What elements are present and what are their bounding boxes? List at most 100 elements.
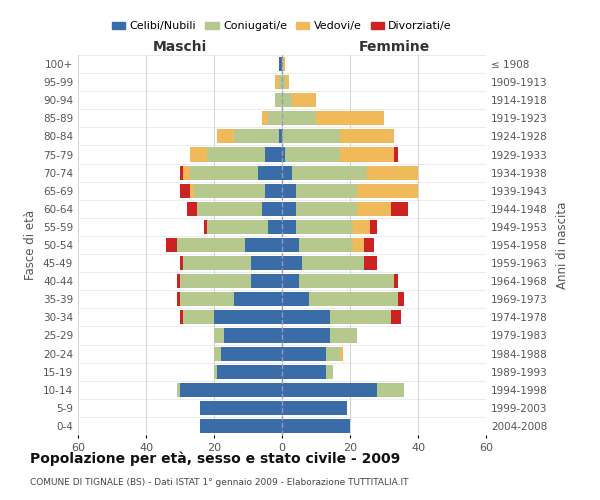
Bar (391, 202, 408, 216)
Bar (176, 238, 245, 252)
Bar (282, 346, 326, 360)
Bar (286, 148, 340, 162)
Bar (187, 202, 197, 216)
Bar (176, 274, 180, 288)
Bar (292, 166, 367, 179)
Bar (204, 220, 207, 234)
Bar (282, 57, 286, 71)
Bar (282, 93, 292, 108)
Bar (357, 202, 391, 216)
Bar (282, 310, 329, 324)
Bar (275, 75, 278, 89)
Bar (296, 220, 353, 234)
Bar (282, 328, 329, 342)
Bar (353, 220, 370, 234)
Bar (377, 382, 404, 397)
Bar (370, 220, 377, 234)
Bar (221, 346, 282, 360)
Bar (214, 364, 217, 378)
Bar (184, 166, 190, 179)
Bar (176, 292, 180, 306)
Bar (353, 238, 364, 252)
Bar (184, 256, 251, 270)
Bar (262, 112, 268, 126)
Bar (278, 57, 282, 71)
Bar (190, 148, 207, 162)
Bar (251, 274, 282, 288)
Bar (292, 93, 316, 108)
Bar (194, 184, 265, 198)
Bar (200, 401, 282, 415)
Bar (302, 256, 364, 270)
Bar (224, 328, 282, 342)
Bar (180, 274, 251, 288)
Bar (282, 220, 296, 234)
Bar (282, 382, 377, 397)
Bar (309, 292, 398, 306)
Bar (282, 256, 302, 270)
Legend: Celibi/Nubili, Coniugati/e, Vedovi/e, Divorziati/e: Celibi/Nubili, Coniugati/e, Vedovi/e, Di… (107, 17, 457, 36)
Bar (166, 238, 176, 252)
Bar (214, 328, 224, 342)
Bar (235, 130, 278, 143)
Bar (299, 238, 353, 252)
Bar (394, 274, 398, 288)
Bar (282, 148, 286, 162)
Bar (364, 238, 374, 252)
Bar (282, 401, 347, 415)
Bar (180, 184, 190, 198)
Bar (326, 364, 333, 378)
Bar (286, 75, 289, 89)
Bar (251, 256, 282, 270)
Bar (357, 184, 418, 198)
Bar (235, 292, 282, 306)
Bar (391, 310, 401, 324)
Bar (299, 274, 394, 288)
Bar (394, 148, 398, 162)
Bar (207, 148, 265, 162)
Bar (197, 202, 262, 216)
Bar (282, 202, 296, 216)
Bar (278, 130, 282, 143)
Text: Maschi: Maschi (153, 40, 207, 54)
Bar (282, 238, 299, 252)
Bar (282, 75, 286, 89)
Bar (176, 382, 180, 397)
Bar (180, 382, 282, 397)
Bar (340, 148, 394, 162)
Bar (214, 310, 282, 324)
Bar (282, 364, 326, 378)
Bar (282, 274, 299, 288)
Bar (278, 75, 282, 89)
Bar (275, 93, 282, 108)
Y-axis label: Fasce di età: Fasce di età (25, 210, 37, 280)
Bar (262, 202, 282, 216)
Bar (207, 220, 268, 234)
Bar (296, 184, 357, 198)
Bar (282, 112, 316, 126)
Bar (282, 184, 296, 198)
Bar (200, 419, 282, 433)
Bar (217, 130, 235, 143)
Bar (326, 346, 340, 360)
Bar (340, 130, 394, 143)
Bar (265, 184, 282, 198)
Bar (180, 310, 184, 324)
Text: COMUNE DI TIGNALE (BS) - Dati ISTAT 1° gennaio 2009 - Elaborazione TUTTITALIA.IT: COMUNE DI TIGNALE (BS) - Dati ISTAT 1° g… (30, 478, 409, 487)
Bar (265, 148, 282, 162)
Bar (296, 202, 357, 216)
Bar (184, 310, 214, 324)
Bar (190, 184, 194, 198)
Bar (367, 166, 418, 179)
Bar (217, 364, 282, 378)
Bar (329, 310, 391, 324)
Bar (180, 256, 184, 270)
Bar (214, 346, 221, 360)
Bar (258, 166, 282, 179)
Text: Popolazione per età, sesso e stato civile - 2009: Popolazione per età, sesso e stato civil… (30, 451, 400, 466)
Bar (398, 292, 404, 306)
Bar (282, 292, 309, 306)
Bar (364, 256, 377, 270)
Bar (268, 112, 282, 126)
Bar (180, 166, 184, 179)
